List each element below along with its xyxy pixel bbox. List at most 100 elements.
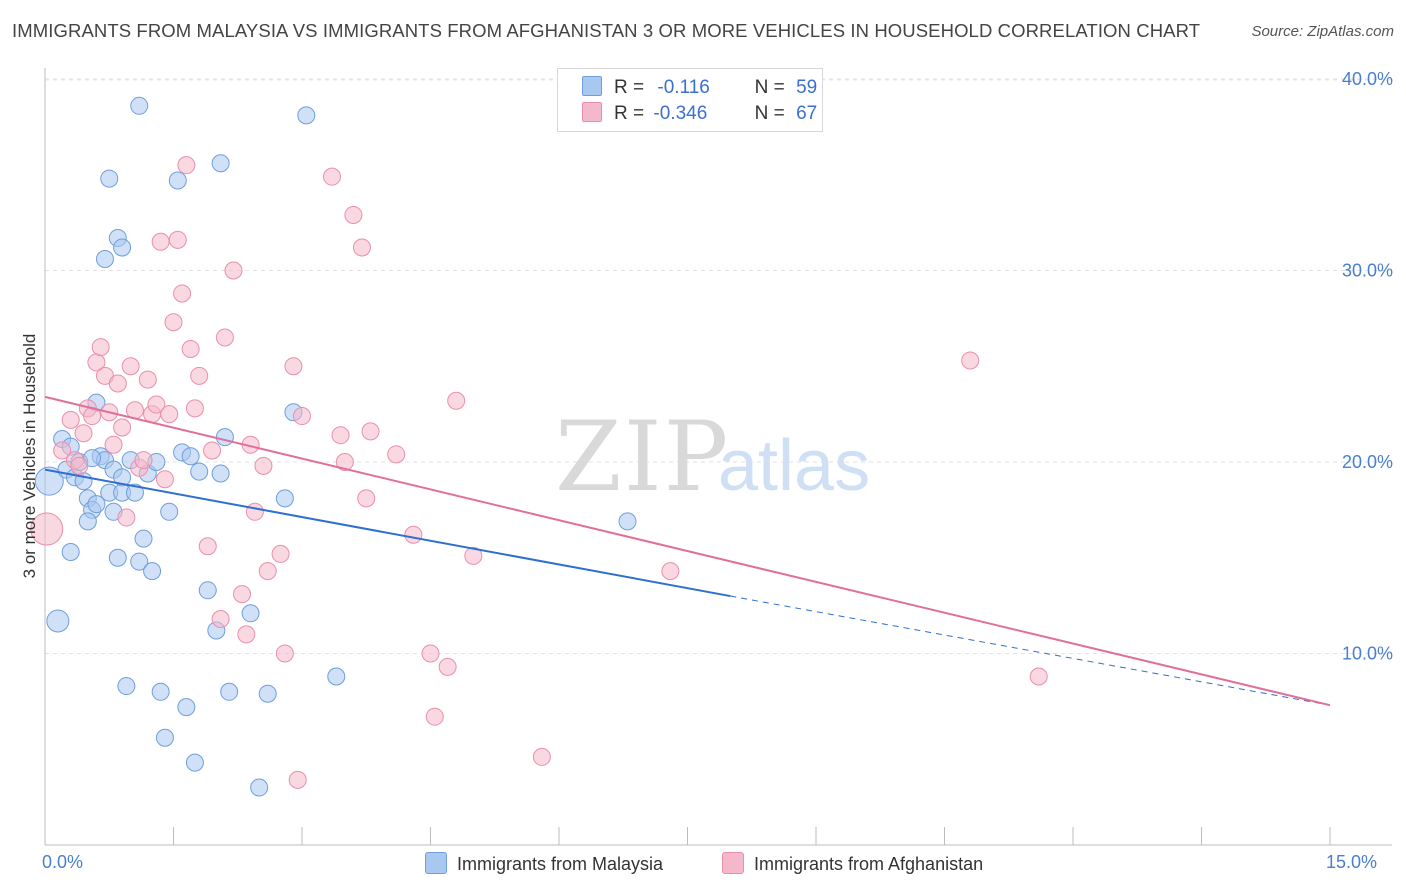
malaysia-point [241,604,260,623]
legend-r-value: -0.346 [653,103,708,124]
malaysia-point [155,728,174,747]
afghanistan-trend-line [44,395,1331,707]
afghanistan-point [211,610,230,629]
legend-r-value: -0.116 [657,77,710,98]
malaysia-point [258,684,277,703]
legend-swatch-malaysia [425,852,447,874]
malaysia-trend-extension [730,595,1331,706]
series-afghanistan-points [30,156,1048,789]
malaysia-point [61,543,80,562]
legend-label-afghanistan: Immigrants from Afghanistan [754,854,984,874]
afghanistan-point [275,644,294,663]
legend-item-afghanistan: Immigrants from Afghanistan [722,852,983,875]
afghanistan-point [173,284,192,303]
malaysia-point [275,489,294,508]
afghanistan-point [53,441,72,460]
afghanistan-point [293,407,311,426]
afghanistan-point [70,456,89,475]
malaysia-point [117,677,136,696]
malaysia-trend-line [44,468,731,598]
malaysia-point [113,468,132,487]
afghanistan-point [331,426,350,445]
y-tick-label: 30.0% [1342,261,1393,281]
afghanistan-point [404,525,423,544]
afghanistan-point [1029,667,1048,686]
afghanistan-point [661,562,680,581]
afghanistan-point [177,156,196,175]
malaysia-point [34,466,64,496]
afghanistan-point [121,357,140,376]
malaysia-point [130,96,149,115]
afghanistan-point [224,261,243,280]
malaysia-point [327,667,346,686]
afghanistan-point [357,489,376,508]
afghanistan-point [190,366,209,385]
malaysia-point [198,581,217,600]
afghanistan-point [288,770,307,789]
legend-label-malaysia: Immigrants from Malaysia [457,854,664,874]
malaysia-point [168,171,187,190]
series-legend: Immigrants from Malaysia Immigrants from… [0,852,1406,878]
afghanistan-point [237,625,256,644]
afghanistan-point [61,410,80,429]
malaysia-point [130,552,149,571]
legend-r-label: R = [614,103,645,124]
afghanistan-point [108,374,127,393]
malaysia-point [220,682,239,701]
afghanistan-point [438,657,457,676]
trend-lines [44,395,1331,707]
afghanistan-point [181,340,200,359]
malaysia-point [185,753,204,772]
watermark-atlas: atlas [718,426,870,506]
legend-row-malaysia: R = -0.116 N = 59 [582,76,817,100]
legend-r-label: R = [614,77,645,98]
afghanistan-point [134,451,153,470]
afghanistan-point [322,167,341,186]
legend-n-label: N = [754,103,785,124]
legend-n-value: 59 [796,77,818,98]
afghanistan-point [245,502,264,521]
malaysia-point [46,609,70,633]
afghanistan-point [961,351,980,370]
watermark: ZIP atlas [555,401,870,513]
malaysia-point [87,495,106,514]
source-label: Source: ZipAtlas.com [1251,23,1394,40]
afghanistan-point [198,537,217,556]
afghanistan-point [258,562,277,581]
legend-swatch-afghanistan [582,102,602,122]
afghanistan-point [30,512,64,546]
afghanistan-point [138,370,157,389]
afghanistan-point [104,435,123,454]
axes [44,68,1392,846]
chart-title: IMMIGRANTS FROM MALAYSIA VS IMMIGRANTS F… [12,20,1201,41]
gridlines [45,78,1392,654]
legend-n-label: N = [754,77,785,98]
afghanistan-point [361,422,380,441]
malaysia-point [190,462,209,481]
y-tick-label: 20.0% [1342,452,1393,472]
malaysia-point [250,778,269,797]
afghanistan-point [151,232,170,251]
x-tick-label-min: 0.0% [42,852,84,872]
afghanistan-point [147,395,166,414]
malaysia-point [211,464,230,483]
afghanistan-point [352,238,371,257]
malaysia-point [160,502,179,521]
malaysia-point [177,698,196,717]
afghanistan-point [160,405,179,424]
malaysia-point [134,529,153,548]
y-tick-label: 10.0% [1342,644,1393,664]
afghanistan-point [117,508,136,527]
afghanistan-point [271,544,290,563]
y-axis-label: 3 or more Vehicles in Household [20,333,39,579]
afghanistan-point [203,441,222,460]
legend-n-value: 67 [796,103,818,124]
x-tick-label-max: 15.0% [1326,852,1378,872]
afghanistan-point [254,456,273,475]
malaysia-point [211,154,230,173]
legend-item-malaysia: Immigrants from Malaysia [425,852,663,875]
afghanistan-point [113,418,132,437]
malaysia-point [297,106,316,125]
malaysia-point [618,512,637,531]
